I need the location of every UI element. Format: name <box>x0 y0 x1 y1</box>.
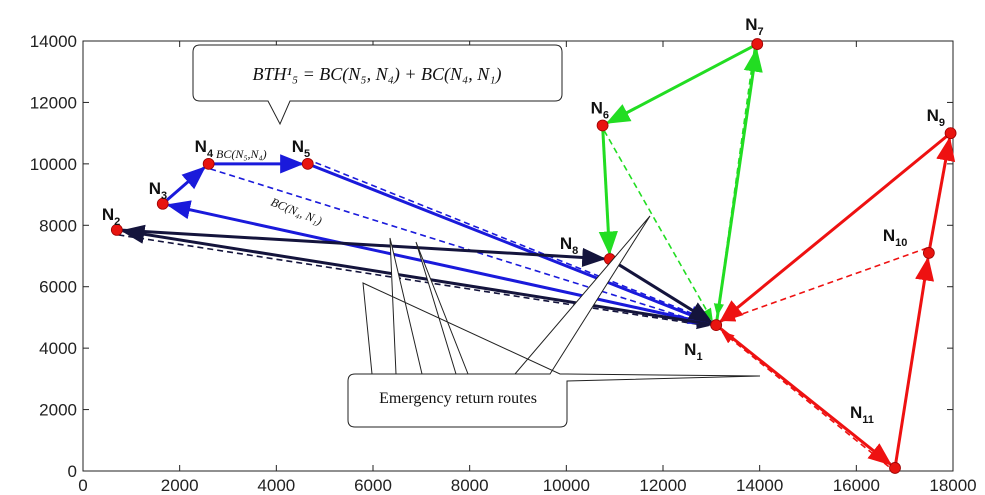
y-tick-label: 10000 <box>30 155 77 174</box>
node-label-n8: N8 <box>560 234 578 257</box>
route-segment-black <box>116 228 607 268</box>
node-labels: N1 N2 N3 N4 N5 N6 N7 N8 N9 N10 N11 <box>102 15 945 426</box>
x-tick-label: 2000 <box>161 476 199 495</box>
formula-callout: BTH¹₅ = BC(N₅, N₄) + BC(N₄, N₁) <box>192 44 563 126</box>
x-tick-label: 16000 <box>833 476 880 495</box>
y-tick-label: 2000 <box>39 401 77 420</box>
callout-text: Emergency return routes <box>379 390 537 407</box>
y-tick-label: 4000 <box>39 339 77 358</box>
node-n4 <box>202 157 215 170</box>
node-n10 <box>922 247 935 259</box>
route-segment-blue <box>166 200 717 327</box>
nodes <box>110 38 957 474</box>
y-tick-label: 14000 <box>30 32 77 51</box>
x-tick-label: 6000 <box>354 476 392 495</box>
return-route-line <box>722 247 928 322</box>
y-tick-label: 12000 <box>30 93 77 112</box>
node-label-n10: N10 <box>883 226 908 249</box>
node-n3 <box>156 197 169 210</box>
node-n1 <box>710 319 723 332</box>
route-segment-red <box>927 136 956 254</box>
plot-area <box>82 40 954 472</box>
route-segment-green <box>605 42 758 124</box>
x-tick-label: 14000 <box>736 476 783 495</box>
route-segment-red <box>718 131 952 323</box>
label-bc-n5-n4: BC(N₅,N₄) <box>216 147 267 161</box>
x-tick-label: 8000 <box>451 476 489 495</box>
node-label-n9: N9 <box>927 106 945 129</box>
x-tick-label: 4000 <box>257 476 295 495</box>
node-n5 <box>301 157 314 170</box>
return-route-line <box>305 158 710 321</box>
node-label-n7: N7 <box>745 15 763 38</box>
y-tick-label: 0 <box>68 462 77 481</box>
node-label-n1: N1 <box>684 340 702 363</box>
x-tick-label: 18000 <box>929 476 976 495</box>
x-tick-label: 0 <box>78 476 87 495</box>
node-label-n5: N5 <box>292 137 310 160</box>
return-route-line <box>603 130 713 322</box>
node-label-n6: N6 <box>591 98 609 121</box>
node-label-n4: N4 <box>195 137 214 160</box>
node-n9 <box>944 127 957 140</box>
node-n6 <box>596 119 609 132</box>
x-axis-ticks: 0 2000 4000 6000 8000 10000 12000 14000 16000 180… <box>78 41 977 495</box>
x-tick-label: 12000 <box>639 476 686 495</box>
route-segment-red <box>715 323 893 466</box>
route-segment-blue <box>161 166 206 205</box>
route-segment-red <box>893 256 935 469</box>
node-n2 <box>110 223 123 236</box>
route-segment-green <box>598 125 618 256</box>
label-bc-n4-n1: BC(N₄, N₁) <box>269 195 324 228</box>
return-route-line <box>721 331 898 474</box>
node-label-n2: N2 <box>102 205 120 228</box>
routes <box>116 42 956 469</box>
route-segment-blue <box>307 162 713 325</box>
route-segment-black <box>609 257 714 324</box>
node-label-n11: N11 <box>850 403 874 426</box>
node-n7 <box>751 38 764 50</box>
y-tick-label: 6000 <box>39 278 77 297</box>
route-segment-black <box>120 224 717 327</box>
formula-text: BTH¹₅ = BC(N₅, N₄) + BC(N₄, N₁) <box>253 64 502 85</box>
node-label-n3: N3 <box>149 179 167 202</box>
x-tick-label: 10000 <box>543 476 590 495</box>
route-segment-green <box>714 47 763 326</box>
y-axis-ticks: 0 2000 4000 6000 8000 10000 12000 14000 <box>30 32 953 481</box>
return-route-line <box>209 168 710 327</box>
y-tick-label: 8000 <box>39 216 77 235</box>
node-n11 <box>889 462 901 474</box>
emergency-callout: Emergency return routes <box>347 215 761 428</box>
